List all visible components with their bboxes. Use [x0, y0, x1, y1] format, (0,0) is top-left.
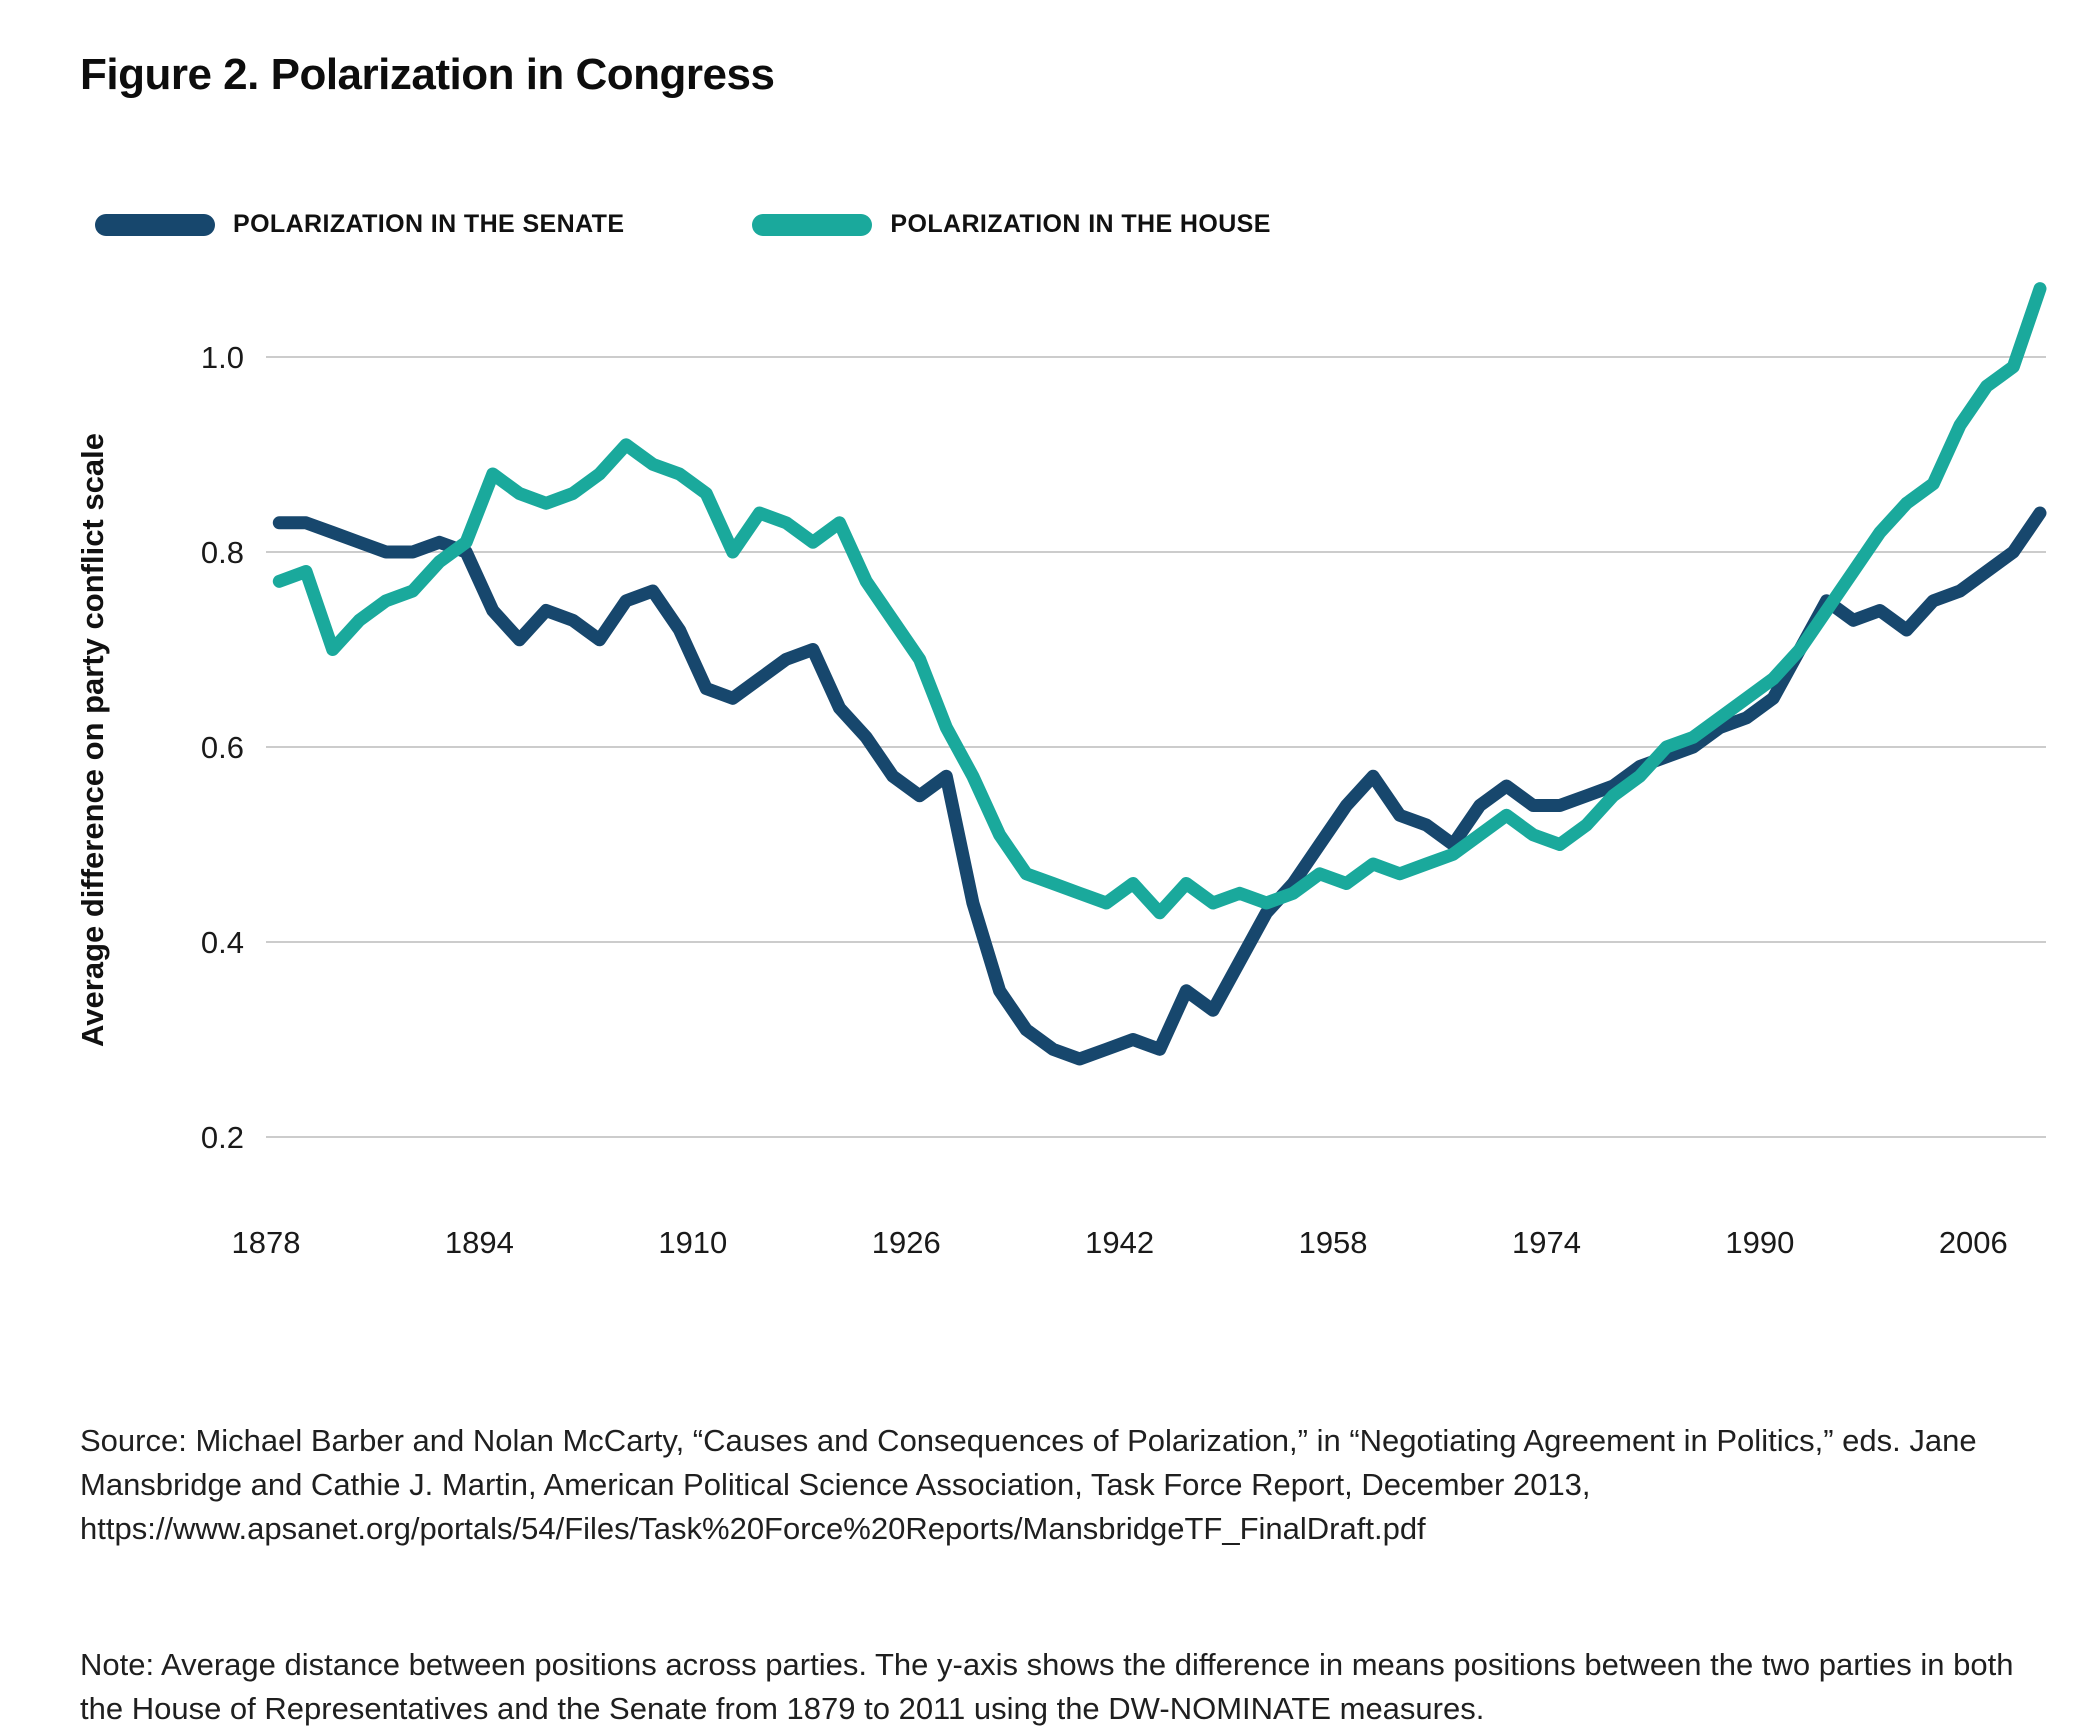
y-tick-label: 0.4 [201, 925, 244, 960]
house-series-line [272, 282, 2047, 920]
x-tick-label: 1974 [1512, 1225, 1581, 1260]
x-tick-label: 1910 [658, 1225, 727, 1260]
house-line-swatch-icon [752, 213, 873, 236]
note-text: Note: Average distance between positions… [80, 1647, 2014, 1726]
y-tick-label: 0.6 [201, 730, 244, 765]
y-tick-label: 0.8 [201, 535, 244, 570]
x-tick-label: 1894 [445, 1225, 514, 1260]
x-tick-label: 1958 [1299, 1225, 1368, 1260]
legend-label-house: POLARIZATION IN THE HOUSE [890, 210, 1271, 238]
x-tick-label: 1990 [1725, 1225, 1794, 1260]
legend-label-senate: POLARIZATION IN THE SENATE [233, 210, 625, 238]
y-axis-title: Average difference on party conflict sca… [75, 433, 110, 1047]
chart-legend: POLARIZATION IN THE SENATE POLARIZATION … [95, 210, 1271, 239]
x-tick-label: 2006 [1939, 1225, 2008, 1260]
y-tick-label: 0.2 [201, 1120, 244, 1155]
x-tick-label: 1878 [232, 1225, 301, 1260]
figure-title: Figure 2. Polarization in Congress [80, 50, 775, 99]
legend-item-house: POLARIZATION IN THE HOUSE [752, 210, 1270, 239]
senate-series-line [272, 506, 2047, 1066]
polarization-line-chart: 1.0 0.8 0.6 0.4 0.2 1878 1894 1910 1926 1942 1958 1… [75, 282, 2047, 1260]
legend-item-senate: POLARIZATION IN THE SENATE [95, 210, 624, 239]
x-tick-label: 1942 [1085, 1225, 1154, 1260]
y-tick-label: 1.0 [201, 340, 244, 375]
source-text: Source: Michael Barber and Nolan McCarty… [80, 1423, 1977, 1546]
x-tick-label: 1926 [872, 1225, 941, 1260]
senate-line-swatch-icon [95, 213, 215, 236]
